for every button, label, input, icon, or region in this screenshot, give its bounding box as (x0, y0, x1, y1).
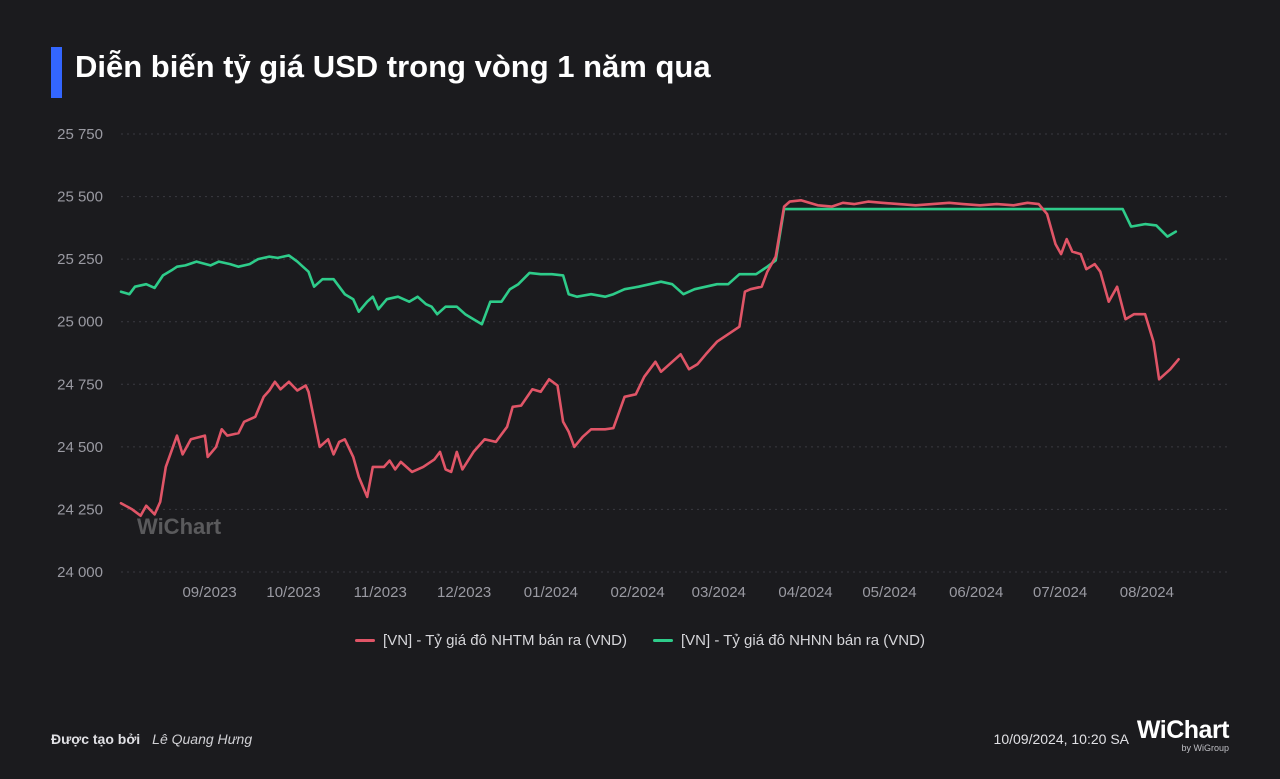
x-tick-label: 01/2024 (524, 584, 578, 601)
x-tick-label: 05/2024 (862, 584, 916, 601)
logo-subtext: by WiGroup (1181, 743, 1229, 753)
legend-swatch-nhnn (652, 639, 673, 642)
chart-legend: [VN] - Tỷ giá đô NHTM bán ra (VND) [VN] … (0, 632, 1280, 649)
y-tick-label: 24 500 (57, 439, 103, 456)
legend-item-nhtm[interactable]: [VN] - Tỷ giá đô NHTM bán ra (VND) (355, 632, 627, 649)
x-tick-label: 08/2024 (1120, 584, 1174, 601)
y-tick-label: 24 250 (57, 501, 103, 518)
timestamp: 10/09/2024, 10:20 SA (993, 731, 1129, 747)
series-lines (119, 199, 1180, 517)
chart-title: Diễn biến tỷ giá USD trong vòng 1 năm qu… (75, 49, 711, 84)
series-line-nhnn (119, 207, 1178, 326)
author-name: Lê Quang Hưng (152, 731, 253, 747)
y-tick-label: 25 750 (57, 126, 103, 143)
created-by-label: Được tạo bởi (51, 731, 141, 747)
x-tick-label: 12/2023 (437, 584, 491, 601)
series-line-nhtm (119, 199, 1180, 517)
x-tick-label: 06/2024 (949, 584, 1003, 601)
x-tick-label: 07/2024 (1033, 584, 1087, 601)
x-tick-label: 04/2024 (778, 584, 832, 601)
title-accent-bar (51, 47, 62, 98)
x-tick-label: 02/2024 (611, 584, 665, 601)
x-tick-label: 11/2023 (354, 584, 407, 601)
y-axis-ticks: 24 000 24 250 24 500 24 750 25 000 25 250 25 5… (57, 126, 103, 581)
x-tick-label: 03/2024 (692, 584, 746, 601)
logo-text: WiChart (1136, 716, 1230, 744)
x-axis-ticks: 09/2023 10/2023 11/2023 12/2023 01/2024 02/20… (182, 584, 1174, 601)
x-tick-label: 10/2023 (266, 584, 320, 601)
legend-label-nhnn: [VN] - Tỷ giá đô NHNN bán ra (VND) (680, 632, 925, 649)
legend-label-nhtm: [VN] - Tỷ giá đô NHTM bán ra (VND) (383, 632, 627, 649)
y-tick-label: 25 000 (57, 314, 103, 331)
wichart-watermark: WiChart (137, 514, 222, 539)
legend-swatch-nhtm (355, 639, 376, 642)
x-tick-label: 09/2023 (182, 584, 236, 601)
y-tick-label: 25 500 (57, 189, 103, 206)
y-tick-label: 24 000 (57, 564, 103, 581)
wichart-logo[interactable]: WiChart by WiGroup (1136, 716, 1230, 753)
grid-lines (121, 133, 1229, 573)
legend-item-nhnn[interactable]: [VN] - Tỷ giá đô NHNN bán ra (VND) (652, 632, 925, 649)
y-tick-label: 25 250 (57, 251, 103, 268)
footer-credit: Được tạo bởi Lê Quang Hưng (51, 731, 252, 747)
y-tick-label: 24 750 (57, 376, 103, 393)
